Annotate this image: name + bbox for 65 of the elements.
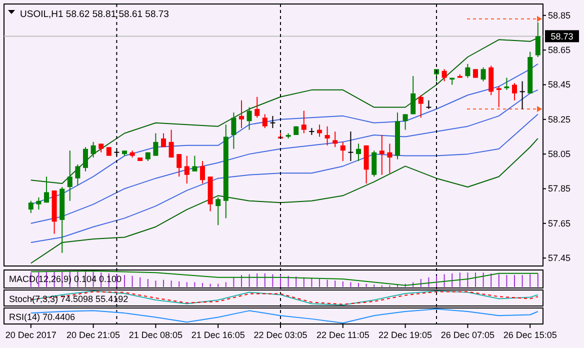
x-tick-label: 22 Dec 11:05 — [316, 330, 370, 340]
candlestick — [402, 114, 408, 130]
line-series — [30, 89, 538, 224]
y-tick-label: 57.85 — [548, 184, 571, 194]
candlestick — [372, 150, 377, 178]
candlestick — [332, 131, 338, 148]
candlestick — [410, 76, 416, 115]
candlestick — [465, 63, 470, 78]
candlestick — [36, 196, 42, 210]
candlestick — [262, 114, 268, 129]
candlestick — [153, 132, 158, 156]
candlestick — [324, 126, 330, 146]
candlestick — [512, 82, 517, 101]
candlestick — [535, 22, 540, 58]
candlestick — [340, 141, 346, 162]
x-tick-label: 21 Dec 08:05 — [128, 330, 182, 340]
candlestick — [348, 131, 354, 162]
candlestick — [184, 155, 190, 184]
chart-title: RSI(14) 70.4406 — [9, 312, 76, 322]
candlestick — [28, 200, 34, 214]
y-tick-label: 58.25 — [548, 114, 571, 124]
candlestick — [44, 176, 49, 204]
candlestick — [387, 143, 392, 174]
y-tick-label: 58.65 — [548, 45, 571, 56]
x-tick-label: 26 Dec 07:05 — [440, 330, 494, 340]
candlestick — [216, 196, 221, 226]
candlestick — [480, 66, 486, 82]
y-tick-label: 58.45 — [548, 80, 571, 90]
candlestick — [254, 96, 260, 118]
y-tick-label: 57.45 — [548, 253, 571, 264]
x-tick-label: 21 Dec 16:05 — [191, 330, 245, 340]
y-tick-label: 58.05 — [548, 149, 571, 160]
candlestick — [90, 141, 96, 158]
ref-line-label: 58.73 — [550, 32, 574, 42]
candlestick — [231, 112, 236, 150]
x-tick-label: 22 Dec 19:05 — [378, 330, 432, 340]
x-tick-label: 20 Dec 21:05 — [66, 330, 120, 340]
y-tick-label: 58.85 — [548, 10, 571, 20]
candlestick — [176, 154, 182, 178]
candlestick — [83, 146, 88, 172]
candlestick — [67, 150, 72, 202]
candlestick — [356, 143, 361, 162]
candlestick — [317, 124, 322, 138]
candlestick — [496, 86, 502, 108]
chart-title: USOIL,H1 58.62 58.81 58.61 58.73 — [20, 9, 169, 20]
candlestick — [270, 115, 276, 129]
candlestick — [192, 155, 198, 172]
y-tick-label: 57.65 — [548, 218, 571, 228]
candlestick — [200, 160, 205, 184]
candlestick — [442, 68, 447, 82]
candlestick — [75, 164, 80, 186]
candlestick — [161, 132, 166, 148]
line-series — [30, 114, 538, 243]
candlestick — [379, 134, 384, 176]
chart-title: Stoch(7,3,3) 74.5098 55.4192 — [9, 294, 128, 304]
x-tick-label: 26 Dec 15:05 — [503, 330, 557, 340]
x-tick-label: 20 Dec 2017 — [5, 330, 56, 340]
candlestick — [301, 110, 306, 134]
candlestick — [418, 94, 424, 118]
candlestick — [246, 106, 252, 130]
line-series — [30, 138, 538, 264]
candlestick — [239, 100, 244, 129]
candlestick — [168, 129, 174, 158]
candlestick — [520, 80, 525, 110]
x-tick-label: 22 Dec 03:05 — [254, 330, 308, 340]
